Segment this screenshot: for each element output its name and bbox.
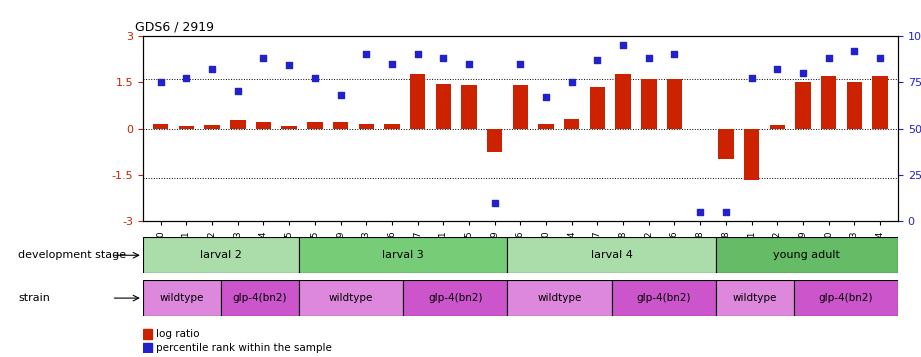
Point: [744, 76, 759, 81]
Text: glp-4(bn2): glp-4(bn2): [819, 293, 873, 303]
Bar: [718, 129, 733, 160]
Bar: [872, 76, 888, 129]
FancyBboxPatch shape: [299, 237, 507, 273]
Bar: [539, 124, 554, 129]
FancyBboxPatch shape: [716, 237, 898, 273]
Bar: [770, 125, 785, 129]
Bar: [513, 85, 528, 129]
Bar: [179, 126, 194, 129]
Text: larval 4: larval 4: [590, 250, 633, 260]
Bar: [143, 329, 152, 339]
Text: young adult: young adult: [774, 250, 840, 260]
Text: GDS6 / 2919: GDS6 / 2919: [135, 20, 215, 33]
Bar: [256, 122, 271, 129]
Text: log ratio: log ratio: [157, 329, 200, 339]
FancyBboxPatch shape: [403, 280, 507, 316]
Point: [154, 79, 169, 85]
Bar: [641, 79, 657, 129]
Point: [513, 61, 528, 66]
Text: glp-4(bn2): glp-4(bn2): [233, 293, 287, 303]
Point: [436, 55, 450, 61]
Point: [822, 55, 836, 61]
Point: [616, 42, 631, 48]
Point: [667, 51, 682, 57]
Text: larval 2: larval 2: [200, 250, 242, 260]
Bar: [332, 122, 348, 129]
Point: [872, 55, 887, 61]
Point: [385, 61, 400, 66]
FancyBboxPatch shape: [716, 280, 794, 316]
Text: wildtype: wildtype: [537, 293, 582, 303]
FancyBboxPatch shape: [221, 280, 299, 316]
FancyBboxPatch shape: [612, 280, 716, 316]
Bar: [615, 74, 631, 129]
Text: wildtype: wildtype: [329, 293, 373, 303]
Point: [718, 209, 733, 215]
Text: larval 3: larval 3: [382, 250, 424, 260]
Point: [590, 57, 605, 63]
Bar: [487, 129, 502, 152]
Point: [308, 76, 322, 81]
Point: [641, 55, 656, 61]
Bar: [204, 125, 220, 129]
Point: [461, 61, 476, 66]
Text: development stage: development stage: [18, 250, 126, 260]
Point: [770, 66, 785, 72]
Bar: [358, 125, 374, 129]
FancyBboxPatch shape: [507, 280, 612, 316]
Text: wildtype: wildtype: [159, 293, 204, 303]
Point: [693, 209, 707, 215]
Bar: [564, 119, 579, 129]
Bar: [308, 122, 322, 129]
Point: [282, 62, 297, 68]
Point: [847, 48, 862, 54]
Bar: [282, 126, 297, 129]
Point: [204, 66, 219, 72]
Bar: [230, 120, 246, 129]
Bar: [436, 84, 451, 129]
Bar: [795, 82, 810, 129]
Point: [256, 55, 271, 61]
Text: wildtype: wildtype: [732, 293, 777, 303]
Bar: [384, 124, 400, 129]
Bar: [821, 76, 836, 129]
Point: [333, 92, 348, 98]
Text: glp-4(bn2): glp-4(bn2): [428, 293, 483, 303]
Bar: [461, 85, 477, 129]
Text: percentile rank within the sample: percentile rank within the sample: [157, 343, 332, 353]
Point: [796, 70, 810, 76]
Point: [487, 200, 502, 206]
FancyBboxPatch shape: [143, 237, 299, 273]
Point: [179, 76, 193, 81]
Point: [410, 51, 425, 57]
Point: [565, 79, 579, 85]
Bar: [667, 79, 682, 129]
FancyBboxPatch shape: [143, 280, 221, 316]
FancyBboxPatch shape: [794, 280, 898, 316]
Text: strain: strain: [18, 293, 51, 303]
Bar: [143, 343, 152, 353]
Point: [230, 89, 245, 94]
FancyBboxPatch shape: [507, 237, 716, 273]
Bar: [410, 74, 426, 129]
Bar: [153, 124, 169, 129]
Bar: [744, 129, 759, 180]
Text: glp-4(bn2): glp-4(bn2): [636, 293, 691, 303]
Bar: [589, 87, 605, 129]
Bar: [846, 82, 862, 129]
Point: [359, 51, 374, 57]
Point: [539, 94, 554, 100]
FancyBboxPatch shape: [299, 280, 403, 316]
